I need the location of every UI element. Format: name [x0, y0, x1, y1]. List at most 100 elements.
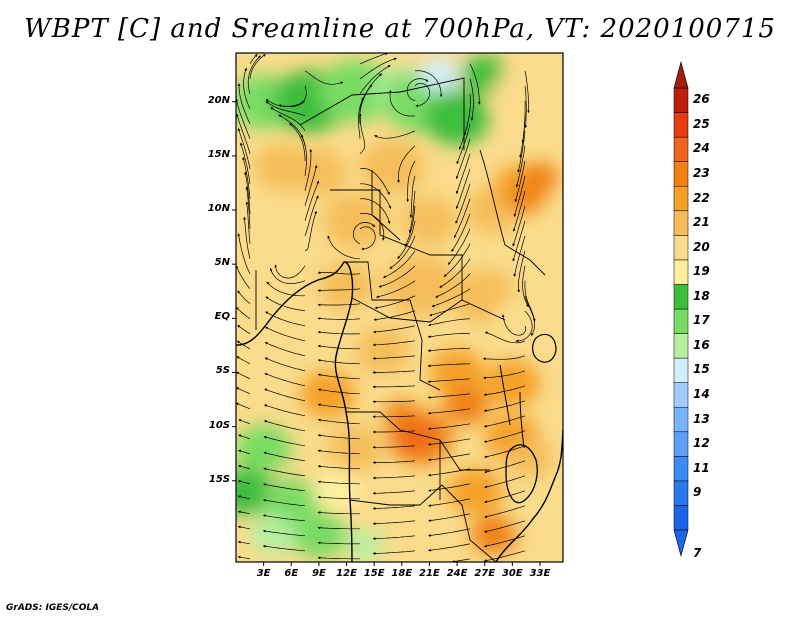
- streamline: [317, 373, 361, 380]
- colorbar-bottom-arrow: [673, 529, 689, 558]
- streamline: [388, 89, 416, 117]
- wbpt-field-patch: [383, 254, 458, 318]
- streamline: [428, 483, 471, 492]
- border-line: [351, 297, 506, 323]
- wbpt-field-patch: [484, 359, 540, 407]
- streamline: [427, 408, 471, 415]
- streamline: [238, 419, 251, 425]
- streamline: [359, 226, 376, 251]
- streamline: [262, 498, 306, 507]
- colorbar-label: 11: [693, 460, 710, 475]
- streamline: [397, 145, 416, 183]
- streamline: [428, 498, 471, 507]
- streamline: [244, 171, 251, 214]
- wbpt-field-patch: [493, 294, 550, 342]
- streamline: [289, 123, 306, 161]
- wbpt-field-patch: [318, 59, 393, 123]
- streamline: [483, 535, 526, 548]
- streamline: [265, 311, 306, 327]
- border-line: [344, 261, 441, 391]
- streamline: [458, 108, 471, 150]
- colorbar-label: 15: [693, 362, 710, 377]
- streamline: [456, 123, 471, 165]
- streamline: [304, 180, 320, 221]
- streamline: [376, 280, 416, 298]
- streamline: [443, 243, 471, 277]
- x-tick-label: 6E: [284, 568, 299, 579]
- x-tick-label: 24E: [446, 568, 468, 579]
- y-tick-label: EQ: [214, 311, 230, 323]
- wbpt-field-patch: [401, 197, 458, 245]
- streamline: [484, 475, 526, 489]
- streamline: [484, 490, 526, 504]
- streamline: [317, 271, 361, 275]
- streamline: [427, 438, 471, 446]
- x-tick-label: 21E: [419, 568, 440, 579]
- colorbar-label: 7: [693, 546, 702, 560]
- streamline: [263, 467, 306, 477]
- streamline: [524, 280, 536, 322]
- streamline: [265, 99, 306, 107]
- wbpt-field-patch: [291, 148, 347, 196]
- streamline: [514, 160, 526, 203]
- streamline: [359, 213, 385, 241]
- wbpt-field-patch: [355, 327, 412, 375]
- wbpt-field-patch: [360, 139, 425, 195]
- colorbar-label: 13: [693, 411, 710, 426]
- wbpt-field-patch: [521, 161, 559, 194]
- streamline: [317, 511, 360, 515]
- streamline: [524, 85, 528, 129]
- streamline: [304, 210, 317, 252]
- streamline: [236, 113, 251, 154]
- streamline: [317, 330, 361, 335]
- streamline: [429, 303, 471, 317]
- streamline: [409, 175, 416, 218]
- wbpt-field-patch: [328, 424, 384, 472]
- streamline: [372, 490, 416, 495]
- streamline: [262, 529, 306, 537]
- streamline: [264, 342, 306, 357]
- colorbar-swatch: [673, 210, 689, 236]
- coastlines-and-borders: [236, 77, 563, 562]
- y-tick-label: 5S: [215, 365, 230, 377]
- streamline: [236, 98, 251, 139]
- streamline: [264, 357, 306, 372]
- colorbar-label: 26: [693, 92, 710, 107]
- streamline: [317, 344, 360, 350]
- wbpt-field-patch: [447, 468, 504, 516]
- streamline: [483, 385, 526, 396]
- streamline: [236, 402, 251, 410]
- streamline: [372, 385, 416, 389]
- streamline: [300, 134, 307, 176]
- streamline: [265, 326, 306, 342]
- streamline: [372, 430, 416, 434]
- streamline: [327, 235, 361, 260]
- streamline: [455, 168, 471, 210]
- streamline: [317, 317, 361, 320]
- colorbar-swatch: [673, 136, 689, 162]
- streamlines: [236, 53, 536, 562]
- streamline: [274, 264, 306, 279]
- streamline: [317, 495, 360, 500]
- streamline: [397, 220, 416, 259]
- streamline: [427, 393, 471, 399]
- streamline: [406, 78, 429, 102]
- streamline: [317, 288, 361, 292]
- madagascar-outline: [505, 444, 538, 504]
- streamline: [359, 168, 390, 195]
- streamline: [483, 400, 526, 412]
- streamline: [264, 373, 306, 387]
- streamline: [524, 295, 535, 336]
- wbpt-field-patch: [443, 385, 490, 425]
- streamline: [243, 67, 251, 109]
- lake-malawi-outline: [519, 391, 525, 449]
- colorbar-label: 22: [693, 190, 710, 205]
- colorbar-swatch: [673, 308, 689, 334]
- streamline: [372, 475, 416, 480]
- colorbar-swatch: [673, 406, 689, 433]
- wbpt-field-patch: [263, 478, 319, 526]
- colorbar: [673, 60, 689, 558]
- wbpt-field-patch: [418, 57, 459, 92]
- wbpt-field-patch: [291, 511, 347, 559]
